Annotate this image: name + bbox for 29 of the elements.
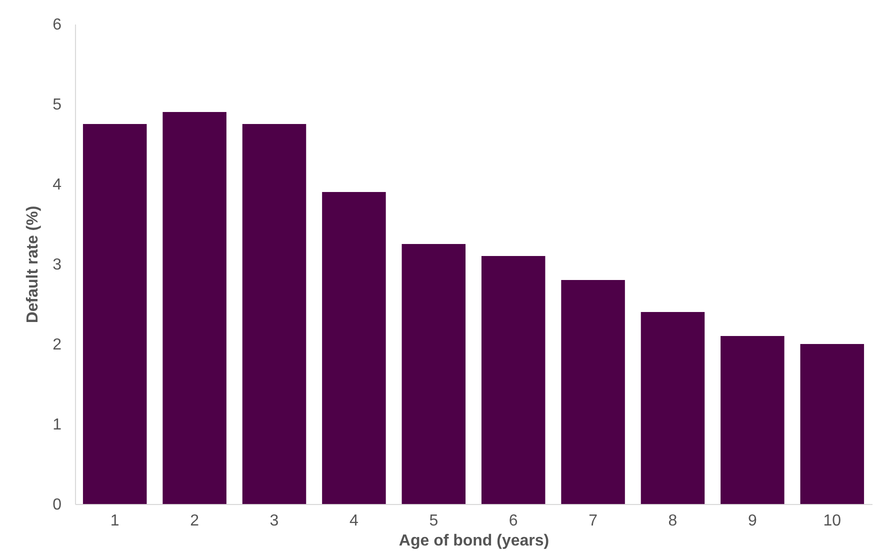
bar <box>640 312 705 504</box>
x-tick-label: 3 <box>270 512 279 530</box>
bar <box>322 192 386 504</box>
x-tick-label: 1 <box>110 512 120 530</box>
x-tick-label: 4 <box>349 512 358 530</box>
x-tick-label: 6 <box>508 512 518 530</box>
x-axis-title: Age of bond (years) <box>398 532 550 550</box>
y-axis-title: Default rate (%) <box>24 206 42 324</box>
y-tick-label: 3 <box>52 256 62 274</box>
bar <box>561 280 625 504</box>
y-tick-label: 0 <box>52 496 62 514</box>
bar <box>162 112 226 504</box>
x-tick-label: 10 <box>823 512 842 530</box>
y-tick-label: 5 <box>52 96 62 114</box>
bar <box>402 244 466 504</box>
bar <box>720 336 784 504</box>
y-tick-label: 2 <box>52 336 62 354</box>
x-tick-label: 8 <box>668 512 678 530</box>
y-tick-label: 6 <box>52 16 62 34</box>
bar <box>481 256 546 504</box>
bar <box>800 344 864 504</box>
bar <box>82 124 147 504</box>
x-tick-label: 7 <box>588 512 598 530</box>
x-tick-label: 2 <box>190 512 200 530</box>
bar <box>242 124 306 504</box>
y-tick-label: 1 <box>52 416 62 434</box>
y-tick-label: 4 <box>52 176 62 194</box>
x-tick-label: 9 <box>748 512 757 530</box>
x-tick-label: 5 <box>429 512 438 530</box>
